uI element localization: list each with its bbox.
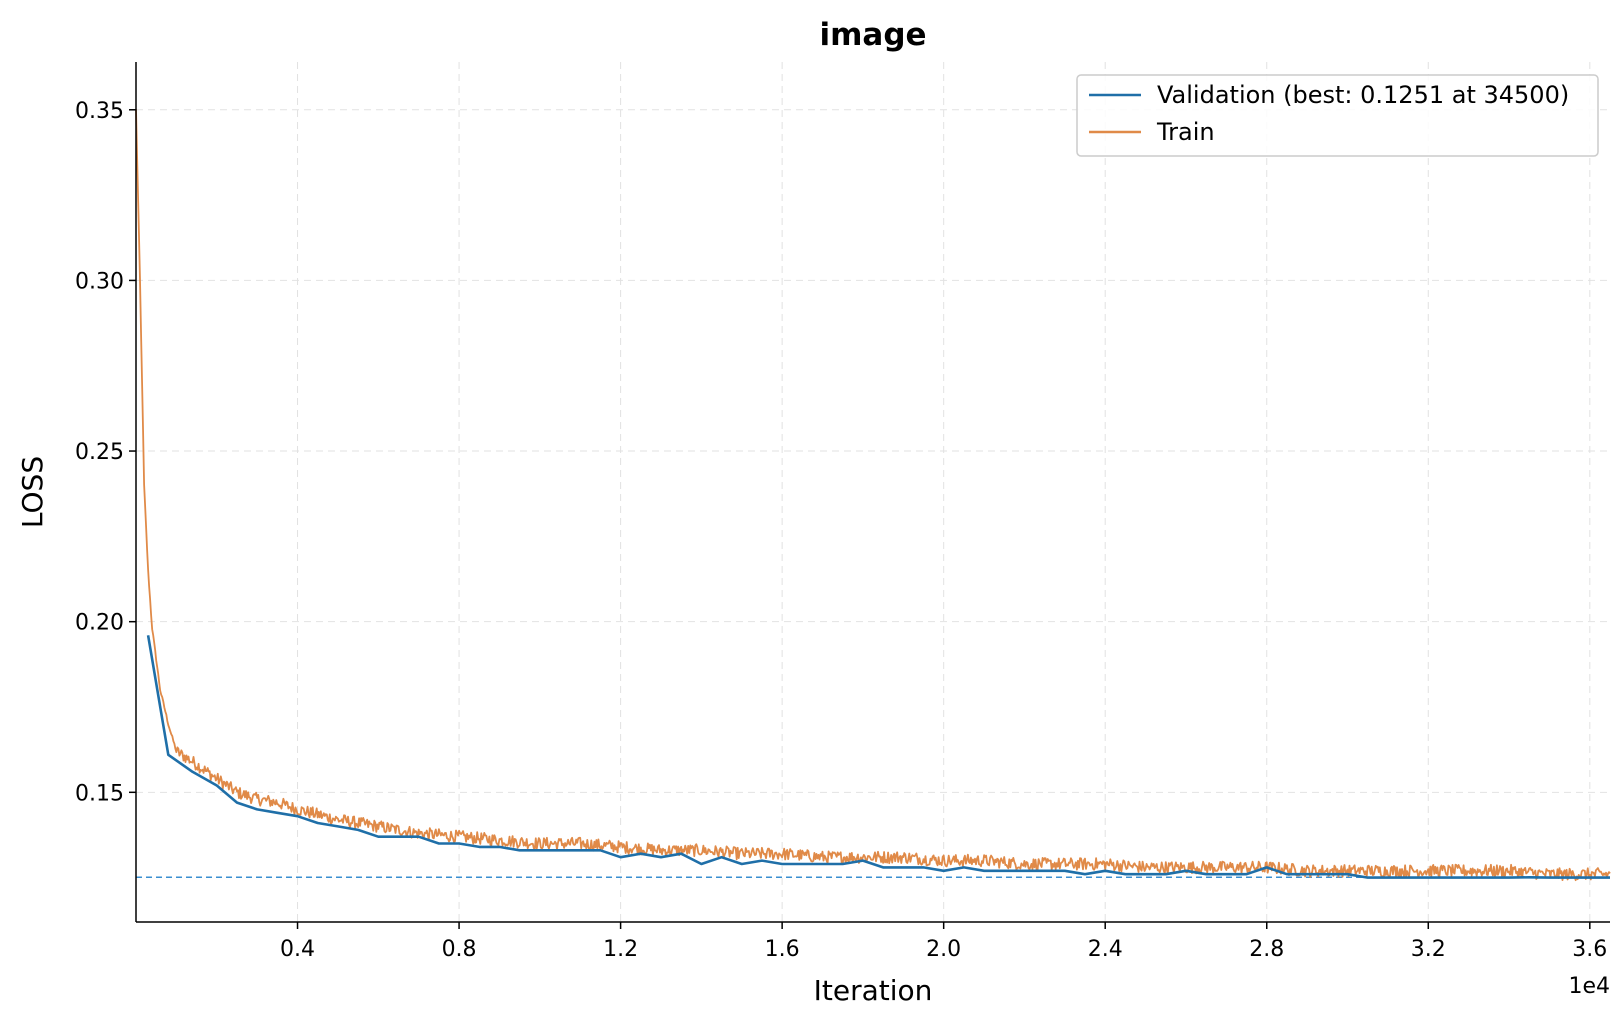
x-tick-label: 2.4	[1088, 937, 1123, 962]
x-tick-label: 2.0	[926, 937, 961, 962]
train-loss-line	[135, 109, 1611, 882]
y-ticks: 0.15 0.20 0.25 0.30 0.35	[75, 99, 136, 806]
legend-label-train: Train	[1156, 118, 1215, 146]
axes	[135, 62, 1610, 923]
grid	[136, 62, 1610, 922]
y-tick-label: 0.35	[75, 99, 124, 124]
legend-label-validation: Validation (best: 0.1251 at 34500)	[1157, 81, 1569, 109]
x-tick-label: 0.8	[442, 937, 477, 962]
y-tick-label: 0.30	[75, 269, 124, 294]
x-tick-label: 0.4	[280, 937, 315, 962]
x-ticks: 0.4 0.8 1.2 1.6 2.0 2.4 2.8 3.2 3.6	[280, 922, 1607, 962]
legend-box	[1076, 74, 1599, 157]
chart-title: image	[819, 17, 926, 53]
validation-loss-line	[146, 635, 1610, 879]
legend: Validation (best: 0.1251 at 34500) Train	[1076, 74, 1599, 157]
x-tick-label: 1.2	[603, 937, 638, 962]
x-axis-label: Iteration	[814, 974, 933, 1007]
x-tick-label: 1.6	[765, 937, 800, 962]
y-tick-label: 0.20	[75, 611, 124, 636]
x-tick-label: 2.8	[1249, 937, 1284, 962]
y-tick-label: 0.15	[75, 781, 124, 806]
x-tick-label: 3.6	[1572, 937, 1607, 962]
y-axis-label: LOSS	[16, 456, 49, 528]
series-lines	[135, 109, 1611, 882]
x-tick-label: 3.2	[1411, 937, 1446, 962]
x-axis-offset-label: 1e4	[1568, 974, 1610, 999]
y-tick-label: 0.25	[75, 440, 124, 465]
